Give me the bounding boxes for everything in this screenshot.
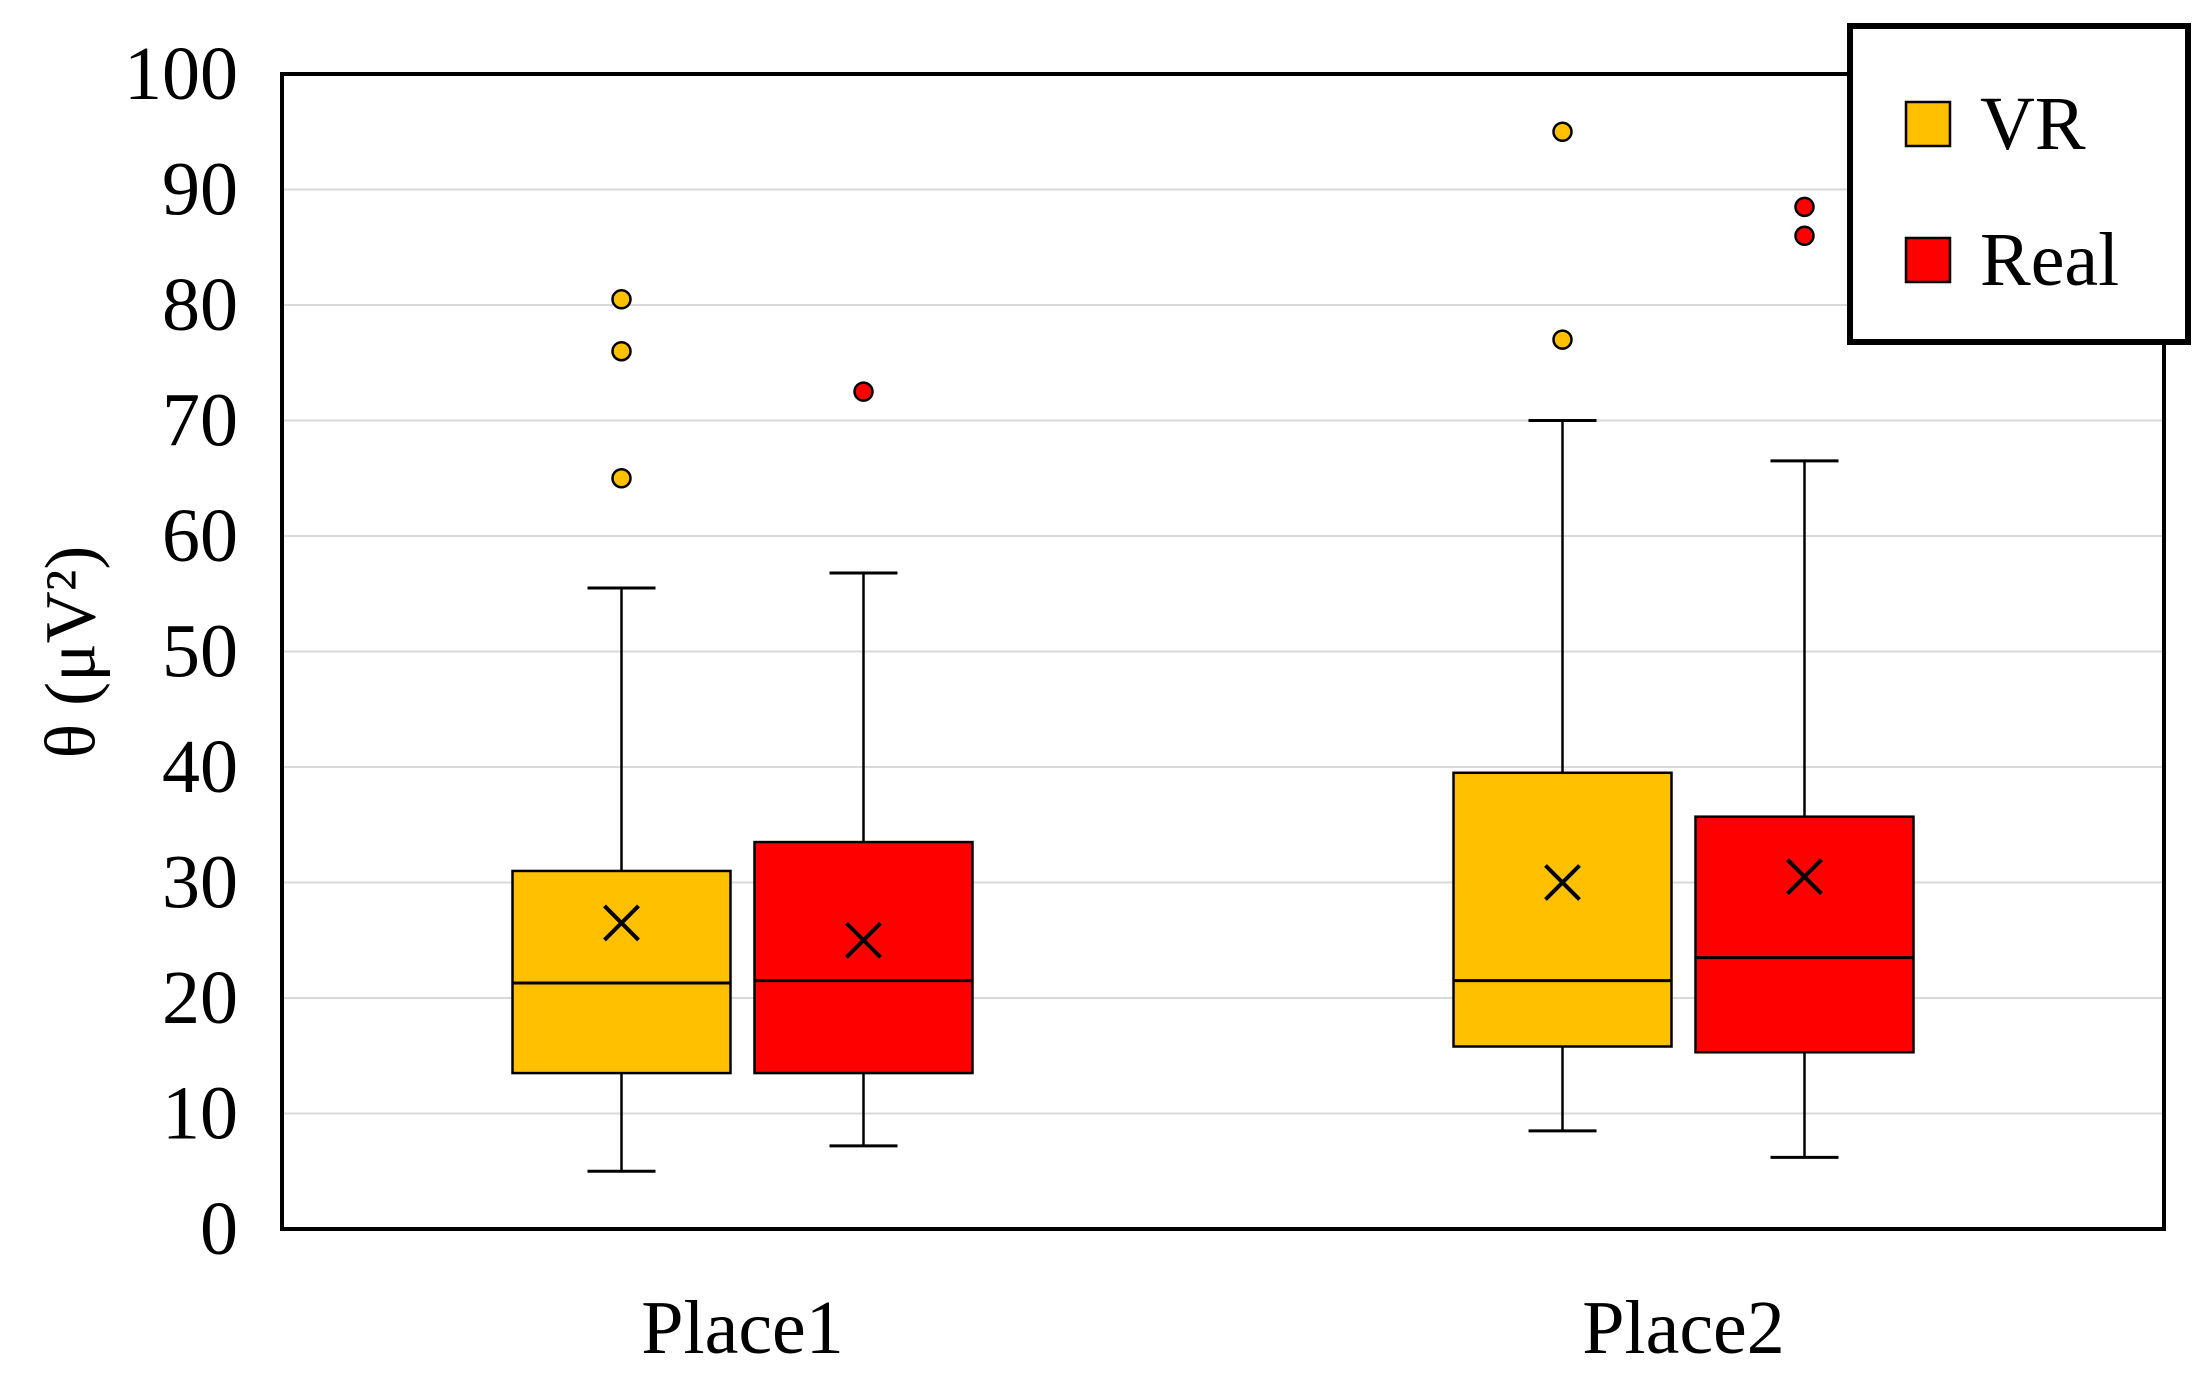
y-tick-label: 10 bbox=[162, 1072, 238, 1156]
x-category-label: Place2 bbox=[1582, 1286, 1785, 1370]
y-tick-label: 70 bbox=[162, 379, 238, 463]
y-tick-label: 30 bbox=[162, 841, 238, 925]
y-tick-label: 80 bbox=[162, 263, 238, 347]
outlier-point bbox=[1794, 225, 1815, 246]
legend-label: VR bbox=[1980, 82, 2086, 166]
y-tick-label: 0 bbox=[200, 1187, 238, 1271]
legend-label: Real bbox=[1980, 218, 2119, 302]
mean-marker bbox=[1544, 864, 1581, 901]
box-vr-place2 bbox=[1452, 121, 1673, 1133]
y-tick-label: 40 bbox=[162, 725, 238, 809]
outlier-point bbox=[853, 381, 874, 402]
legend-swatch bbox=[1904, 236, 1952, 284]
outlier-point bbox=[1552, 121, 1573, 142]
box-real-place1 bbox=[753, 381, 974, 1148]
mean-marker bbox=[845, 921, 882, 959]
box-iqr bbox=[1694, 815, 1915, 1054]
outlier-point bbox=[1552, 329, 1573, 350]
box-vr-place1 bbox=[511, 288, 732, 1173]
y-tick-labels: 0 10 20 30 40 50 60 70 80 90 100 bbox=[124, 32, 238, 1271]
boxes bbox=[511, 121, 1915, 1173]
box-real-place2 bbox=[1694, 196, 1915, 1159]
outlier-point bbox=[1794, 196, 1815, 218]
outlier-point bbox=[611, 468, 632, 489]
legend-item-real: Real bbox=[1904, 218, 2119, 302]
box-iqr bbox=[753, 840, 974, 1075]
outlier-point bbox=[611, 340, 632, 362]
y-tick-label: 20 bbox=[162, 956, 238, 1040]
y-tick-label: 100 bbox=[124, 32, 238, 116]
legend-frame bbox=[1847, 23, 2191, 345]
y-tick-label: 50 bbox=[162, 610, 238, 694]
x-category-labels: Place1 Place2 bbox=[641, 1286, 1785, 1370]
outlier-point bbox=[611, 288, 632, 310]
legend: VR Real bbox=[1847, 23, 2191, 345]
mean-marker bbox=[1786, 858, 1823, 896]
y-tick-label: 90 bbox=[162, 148, 238, 232]
y-tick-label: 60 bbox=[162, 494, 238, 578]
x-category-label: Place1 bbox=[641, 1286, 844, 1370]
y-axis-title: θ (μV²) bbox=[31, 546, 111, 759]
plot-area-frame bbox=[280, 72, 2166, 1231]
box-iqr bbox=[511, 869, 732, 1075]
box-iqr bbox=[1452, 771, 1673, 1048]
mean-marker bbox=[603, 904, 640, 942]
legend-item-vr: VR bbox=[1904, 82, 2086, 166]
legend-swatch bbox=[1904, 100, 1952, 148]
